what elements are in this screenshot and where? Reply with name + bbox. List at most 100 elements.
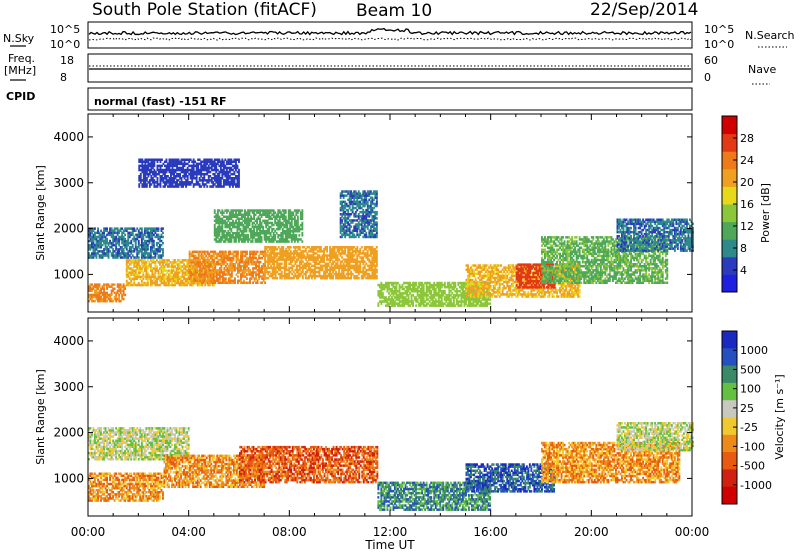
- data-cell: [162, 227, 164, 230]
- cpid-label: CPID: [6, 90, 35, 103]
- freq-unit-label: [MHz]: [4, 64, 36, 77]
- data-cell: [162, 232, 164, 235]
- data-cell: [500, 264, 502, 267]
- data-cell: [444, 290, 446, 293]
- data-cell: [247, 234, 249, 237]
- data-cell: [288, 240, 290, 243]
- data-cell: [350, 225, 352, 228]
- data-cell: [376, 275, 378, 278]
- data-cell: [490, 285, 492, 288]
- data-cell: [301, 222, 303, 225]
- data-cell: [475, 277, 477, 280]
- data-cell: [361, 246, 363, 249]
- data-cell: [365, 232, 367, 235]
- data-cell: [114, 288, 116, 291]
- data-cell: [153, 240, 155, 243]
- data-cell: [301, 240, 303, 243]
- freq-tick-low: 8: [60, 71, 67, 84]
- data-cell: [124, 234, 126, 237]
- data-cell: [237, 251, 239, 254]
- nsearch-label: N.Search: [745, 29, 795, 42]
- data-cell: [99, 283, 101, 286]
- beam-title: Beam 10: [356, 1, 432, 21]
- data-cell: [158, 227, 160, 230]
- data-cell: [489, 302, 491, 305]
- nsearch-tick-low: 10^0: [704, 38, 734, 51]
- data-cell: [156, 265, 158, 268]
- nsky-tick-low: 10^0: [50, 38, 80, 51]
- data-cell: [376, 269, 378, 272]
- data-cell: [162, 236, 164, 239]
- data-cell: [94, 227, 96, 230]
- data-cell: [444, 282, 446, 285]
- data-cell: [225, 277, 227, 280]
- data-cell: [415, 304, 417, 307]
- data-cell: [320, 246, 322, 249]
- data-cell: [285, 216, 287, 219]
- freq-panel: [88, 54, 692, 82]
- data-cell: [132, 244, 134, 247]
- noise-panel: [88, 22, 692, 48]
- data-cell: [301, 209, 303, 212]
- data-cell: [225, 251, 227, 254]
- freq-tick-high: 18: [60, 54, 74, 67]
- data-cell: [298, 234, 300, 237]
- data-cell: [299, 246, 301, 249]
- data-cell: [241, 209, 243, 212]
- data-cell: [138, 240, 140, 243]
- nave-tick-low: 0: [704, 71, 711, 84]
- data-cell: [489, 298, 491, 301]
- nave-tick-high: 60: [704, 54, 718, 67]
- data-cell: [356, 246, 358, 249]
- power-data: [88, 159, 694, 307]
- data-cell: [261, 236, 263, 239]
- data-cell: [382, 292, 384, 295]
- data-cell: [246, 251, 248, 254]
- data-cell: [162, 242, 164, 245]
- nsearch-tick-high: 10^5: [704, 23, 734, 36]
- data-cell: [246, 277, 248, 280]
- data-cell: [376, 190, 378, 193]
- data-cell: [138, 256, 140, 259]
- data-cell: [454, 282, 456, 285]
- data-cell: [415, 282, 417, 285]
- data-cell: [467, 264, 469, 267]
- data-cell: [257, 251, 259, 254]
- data-cell: [97, 227, 99, 230]
- data-cell: [297, 216, 299, 219]
- date-title: 22/Sep/2014: [590, 0, 698, 20]
- data-cell: [281, 271, 283, 274]
- data-cell: [106, 238, 108, 241]
- data-cell: [162, 248, 164, 251]
- data-cell: [290, 246, 292, 249]
- data-cell: [376, 250, 378, 253]
- station-title: South Pole Station (fitACF): [92, 0, 317, 20]
- data-cell: [276, 277, 278, 280]
- cpid-text: normal (fast) -151 RF: [94, 95, 227, 108]
- nave-label: Nave: [748, 63, 776, 76]
- data-cell: [260, 261, 262, 264]
- data-cell: [141, 227, 143, 230]
- nsky-label: N.Sky: [3, 32, 35, 45]
- data-cell: [214, 209, 216, 212]
- data-cell: [264, 282, 266, 285]
- data-cell: [282, 246, 284, 249]
- data-cell: [358, 277, 360, 280]
- data-cell: [376, 221, 378, 224]
- nsky-line: [89, 29, 691, 35]
- data-cell: [234, 277, 236, 280]
- nsearch-line: [89, 38, 691, 40]
- data-cell: [262, 226, 264, 229]
- data-cell: [376, 217, 378, 220]
- data-cell: [376, 246, 378, 249]
- data-cell: [123, 298, 125, 301]
- data-cell: [301, 232, 303, 235]
- data-cell: [281, 263, 283, 266]
- data-cell: [106, 227, 108, 230]
- data-cell: [295, 234, 297, 237]
- nsky-tick-high: 10^5: [50, 23, 80, 36]
- data-cell: [376, 211, 378, 214]
- data-cell: [237, 275, 239, 278]
- data-cell: [124, 294, 126, 297]
